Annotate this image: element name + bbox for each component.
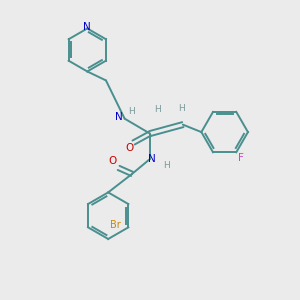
Text: H: H bbox=[154, 105, 161, 114]
Text: O: O bbox=[108, 156, 116, 166]
Text: O: O bbox=[126, 142, 134, 153]
Text: H: H bbox=[128, 107, 135, 116]
Text: N: N bbox=[83, 22, 91, 32]
Text: Br: Br bbox=[110, 220, 121, 230]
Text: H: H bbox=[163, 161, 170, 170]
Text: F: F bbox=[238, 153, 244, 163]
Text: N: N bbox=[116, 112, 123, 122]
Text: H: H bbox=[178, 104, 185, 113]
Text: N: N bbox=[148, 154, 156, 164]
